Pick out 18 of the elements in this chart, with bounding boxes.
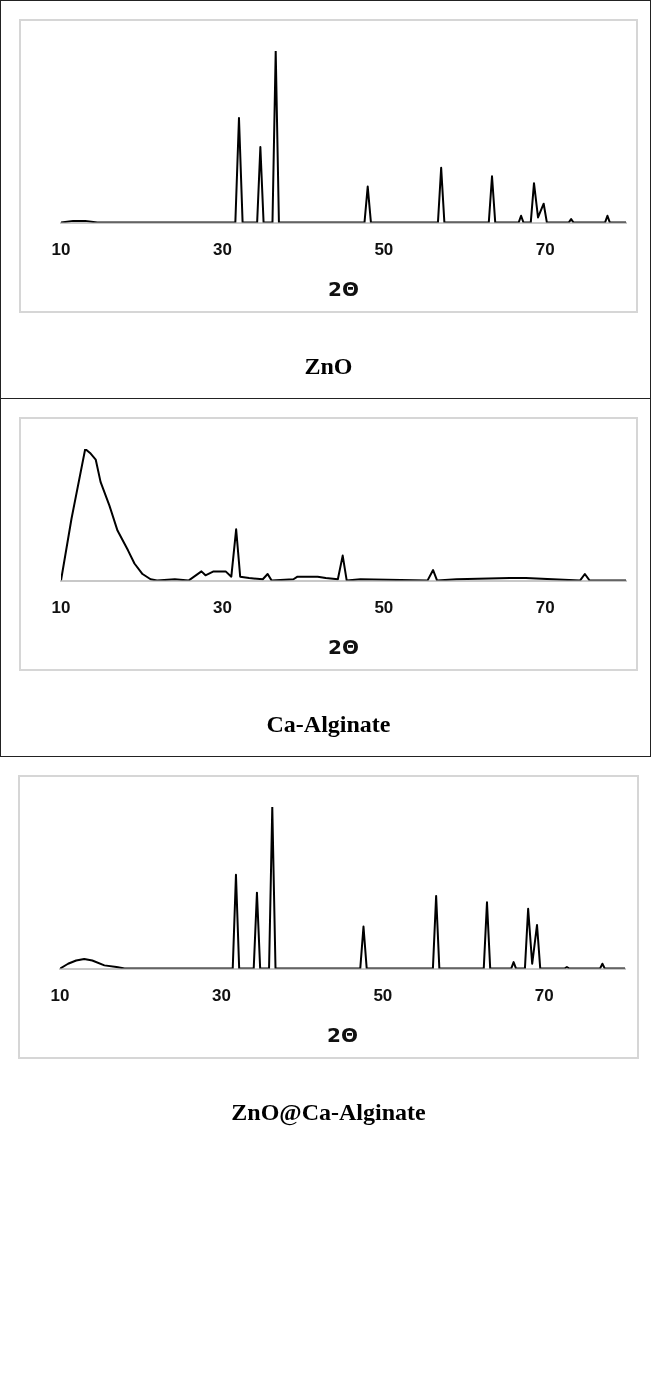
x-tick-label: 30 [212, 240, 232, 260]
x-tick-label: 50 [374, 240, 394, 260]
x-tick-label: 70 [534, 986, 554, 1006]
text: ZnO [303, 352, 354, 381]
x-axis-title: 2Θ [328, 635, 359, 660]
text: ZnO@Ca-Alginate [230, 1098, 427, 1128]
text: Ca-Alginate [265, 710, 392, 739]
x-tick-label: 30 [211, 986, 231, 1006]
x-axis-title: 2Θ [327, 1023, 358, 1048]
x-tick-label: 10 [51, 598, 71, 618]
x-tick-label: 70 [535, 598, 555, 618]
x-tick-label: 30 [212, 598, 232, 618]
x-tick-label: 10 [50, 986, 70, 1006]
x-tick-label: 10 [51, 240, 71, 260]
x-tick-label: 50 [374, 598, 394, 618]
x-tick-label: 50 [373, 986, 393, 1006]
x-axis-title: 2Θ [328, 277, 359, 302]
x-tick-label: 70 [535, 240, 555, 260]
